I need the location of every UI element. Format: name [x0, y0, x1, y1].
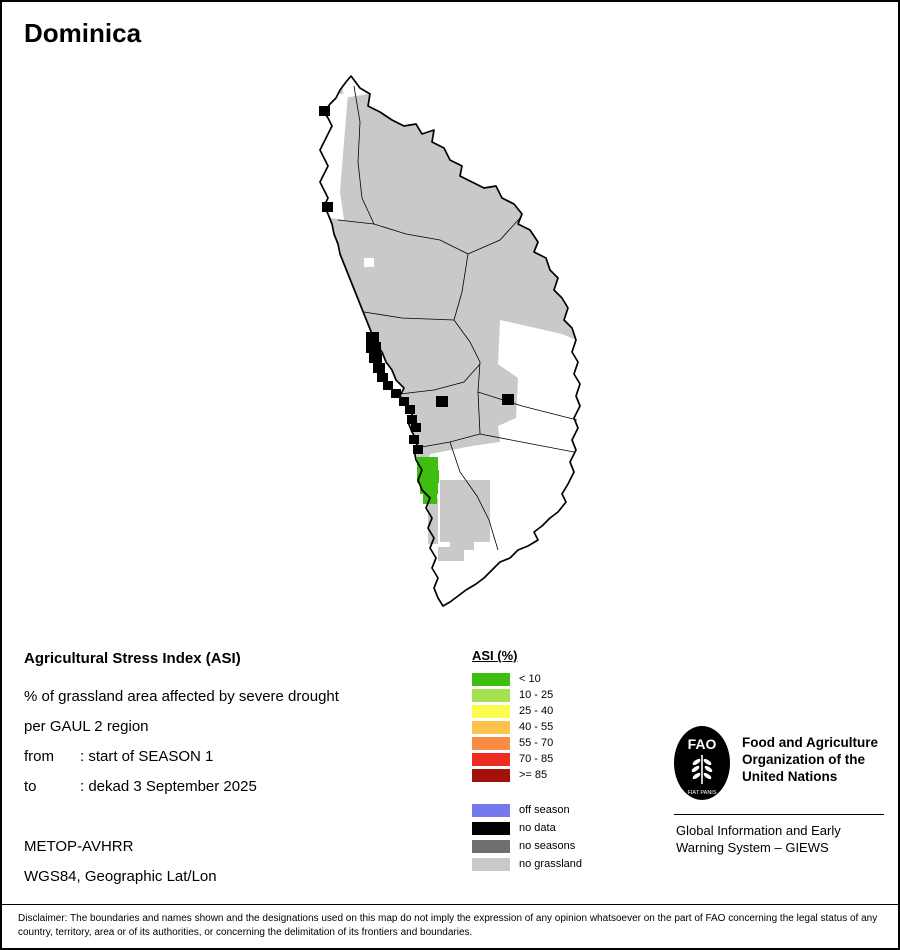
projection-name: WGS84, Geographic Lat/Lon — [24, 868, 217, 885]
legend-label: 40 - 55 — [519, 721, 554, 733]
admin-boundaries — [337, 85, 578, 551]
legend-label: 55 - 70 — [519, 737, 554, 749]
legend-label: no grassland — [519, 858, 582, 870]
page-title: Dominica — [24, 18, 142, 48]
legend-item: >= 85 — [472, 767, 632, 783]
legend-swatch — [472, 821, 510, 835]
legend-swatch — [472, 672, 510, 686]
legend-label: off season — [519, 804, 570, 816]
legend-item: off season — [472, 801, 632, 819]
fao-logo: FAO FIAT PANIS — [672, 724, 732, 802]
legend-label: 10 - 25 — [519, 689, 554, 701]
legend-swatch — [472, 720, 510, 734]
period-from: from : start of SEASON 1 — [24, 748, 213, 765]
legend-item: no data — [472, 819, 632, 837]
giews-line: Warning System – GIEWS — [676, 840, 829, 855]
legend-item: no grassland — [472, 855, 632, 873]
legend-swatch — [472, 803, 510, 817]
from-value: : start of SEASON 1 — [80, 748, 214, 765]
fao-org-name: Food and Agriculture Organization of the… — [742, 734, 878, 785]
fao-org-line: Organization of the — [742, 752, 865, 767]
fao-org-line: Food and Agriculture — [742, 735, 878, 750]
legend-item: 25 - 40 — [472, 703, 632, 719]
legend-swatch — [472, 752, 510, 766]
giews-line: Global Information and Early — [676, 823, 841, 838]
fao-logo-motto: FIAT PANIS — [687, 790, 716, 796]
fao-logo-text: FAO — [688, 736, 717, 752]
giews-name: Global Information and Early Warning Sys… — [676, 822, 841, 856]
to-label: to — [24, 778, 37, 795]
wheat-icon — [691, 755, 713, 784]
legend-label: no data — [519, 822, 556, 834]
legend-label: 70 - 85 — [519, 753, 554, 765]
legend-label: 25 - 40 — [519, 705, 554, 717]
legend-label: >= 85 — [519, 769, 548, 781]
legend-item: < 10 — [472, 671, 632, 687]
fao-org-line: United Nations — [742, 769, 838, 784]
legend-item: 40 - 55 — [472, 719, 632, 735]
legend-swatch — [472, 857, 510, 871]
asi-heading: Agricultural Stress Index (ASI) — [24, 650, 241, 667]
legend-swatch — [472, 704, 510, 718]
asi-subtitle-line1: % of grassland area affected by severe d… — [24, 688, 339, 705]
legend-item: 70 - 85 — [472, 751, 632, 767]
disclaimer-text: Disclaimer: The boundaries and names sho… — [2, 904, 898, 948]
legend-item: 55 - 70 — [472, 735, 632, 751]
period-to: to : dekad 3 September 2025 — [24, 778, 257, 795]
legend-label: no seasons — [519, 840, 576, 852]
legend-item: 10 - 25 — [472, 687, 632, 703]
island-outline — [319, 75, 581, 607]
no-data-pixels — [319, 106, 514, 454]
legend-item: no seasons — [472, 837, 632, 855]
legend-gap — [472, 783, 632, 801]
legend: ASI (%) < 10 10 - 25 25 - 40 40 - 55 55 … — [472, 648, 632, 873]
legend-swatch — [472, 768, 510, 782]
legend-label: < 10 — [519, 673, 541, 685]
legend-swatch — [472, 736, 510, 750]
branding-divider — [674, 814, 884, 815]
from-label: from — [24, 748, 54, 765]
legend-swatch — [472, 839, 510, 853]
to-value: : dekad 3 September 2025 — [80, 778, 257, 795]
legend-title: ASI (%) — [472, 648, 518, 663]
asi-subtitle-line2: per GAUL 2 region — [24, 718, 149, 735]
legend-swatch — [472, 688, 510, 702]
sensor-name: METOP-AVHRR — [24, 838, 134, 855]
